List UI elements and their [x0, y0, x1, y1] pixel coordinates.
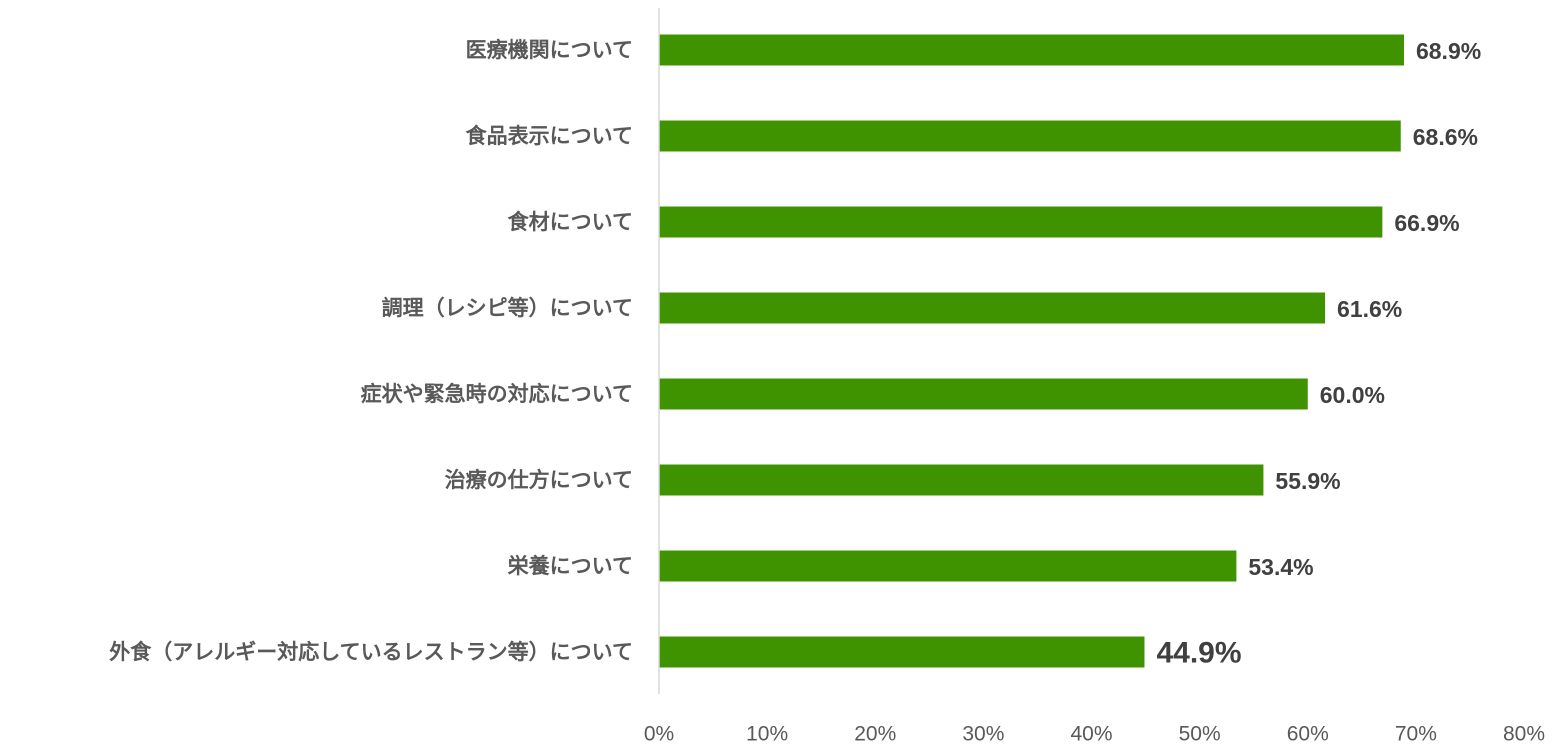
bar — [659, 206, 1383, 238]
category-label: 治療の仕方について — [445, 468, 633, 492]
category-label: 食材について — [508, 210, 633, 234]
data-label: 53.4% — [1248, 554, 1313, 580]
data-label: 66.9% — [1394, 210, 1459, 236]
bar — [659, 120, 1401, 152]
bars-layer — [659, 34, 1404, 668]
data-label: 61.6% — [1337, 296, 1402, 322]
category-label: 調理（レシピ等）について — [382, 296, 633, 320]
bar — [659, 292, 1326, 324]
category-label: 栄養について — [507, 554, 633, 578]
value-labels: 68.9% 68.6% 66.9% 61.6% 60.0% 55.9% 53.4% 44.9% — [1156, 38, 1481, 670]
data-label: 60.0% — [1320, 382, 1385, 408]
x-tick-label: 60% — [1287, 723, 1329, 746]
data-label: 68.6% — [1413, 124, 1478, 150]
x-tick-label: 80% — [1503, 723, 1545, 746]
bar — [659, 636, 1145, 668]
category-label: 症状や緊急時の対応について — [361, 382, 633, 406]
bar — [659, 550, 1237, 582]
category-label: 医療機関について — [466, 38, 633, 62]
x-axis-tick-labels: 0% 10% 20% 30% 40% 50% 60% 70% 80% — [644, 723, 1545, 746]
data-label: 44.9% — [1156, 637, 1241, 670]
x-tick-label: 70% — [1395, 723, 1437, 746]
x-tick-label: 40% — [1070, 723, 1112, 746]
category-label: 食品表示について — [466, 124, 633, 148]
bar — [659, 378, 1308, 410]
x-tick-label: 20% — [854, 723, 896, 746]
category-labels: 医療機関について食品表示について食材について調理（レシピ等）について症状や緊急時… — [109, 38, 633, 664]
data-label: 68.9% — [1416, 38, 1481, 64]
data-label: 55.9% — [1275, 468, 1340, 494]
x-tick-label: 0% — [644, 723, 674, 746]
x-tick-label: 10% — [746, 723, 788, 746]
bar — [659, 464, 1264, 496]
x-tick-label: 30% — [962, 723, 1004, 746]
x-tick-label: 50% — [1179, 723, 1221, 746]
category-label: 外食（アレルギー対応しているレストラン等）について — [109, 640, 633, 664]
bar — [659, 34, 1404, 66]
